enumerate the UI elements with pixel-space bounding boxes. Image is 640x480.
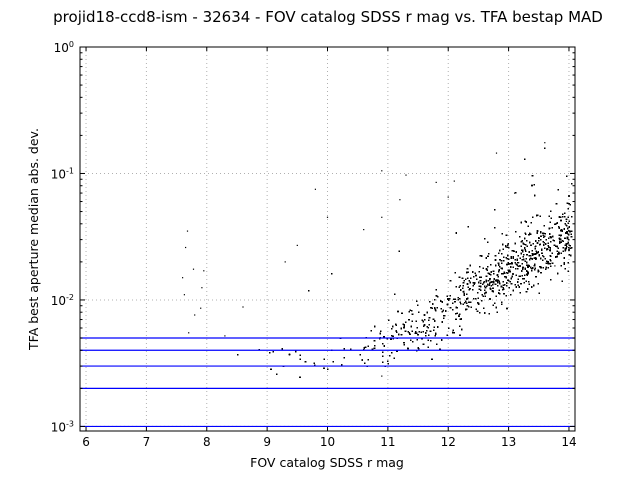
data-point bbox=[458, 314, 460, 316]
data-point bbox=[518, 262, 520, 264]
data-points bbox=[182, 142, 573, 378]
data-point bbox=[496, 279, 498, 281]
data-point bbox=[565, 220, 567, 222]
data-point bbox=[532, 267, 534, 270]
data-point bbox=[554, 265, 556, 267]
chart-title: projid18-ccd8-ism - 32634 - FOV catalog … bbox=[53, 8, 603, 26]
grid bbox=[80, 46, 575, 431]
data-point bbox=[549, 248, 551, 250]
